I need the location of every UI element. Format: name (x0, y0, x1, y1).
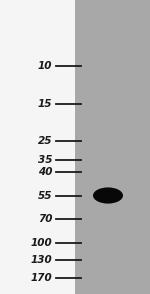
Text: 70: 70 (38, 214, 52, 224)
Text: 25: 25 (38, 136, 52, 146)
Text: 10: 10 (38, 61, 52, 71)
Text: 55: 55 (38, 191, 52, 201)
Text: 100: 100 (31, 238, 52, 248)
Text: 130: 130 (31, 255, 52, 265)
Text: 15: 15 (38, 99, 52, 109)
Ellipse shape (93, 188, 123, 203)
Text: 40: 40 (38, 167, 52, 177)
Text: 170: 170 (31, 273, 52, 283)
Text: 35: 35 (38, 155, 52, 165)
Bar (75, 0, 150, 294)
